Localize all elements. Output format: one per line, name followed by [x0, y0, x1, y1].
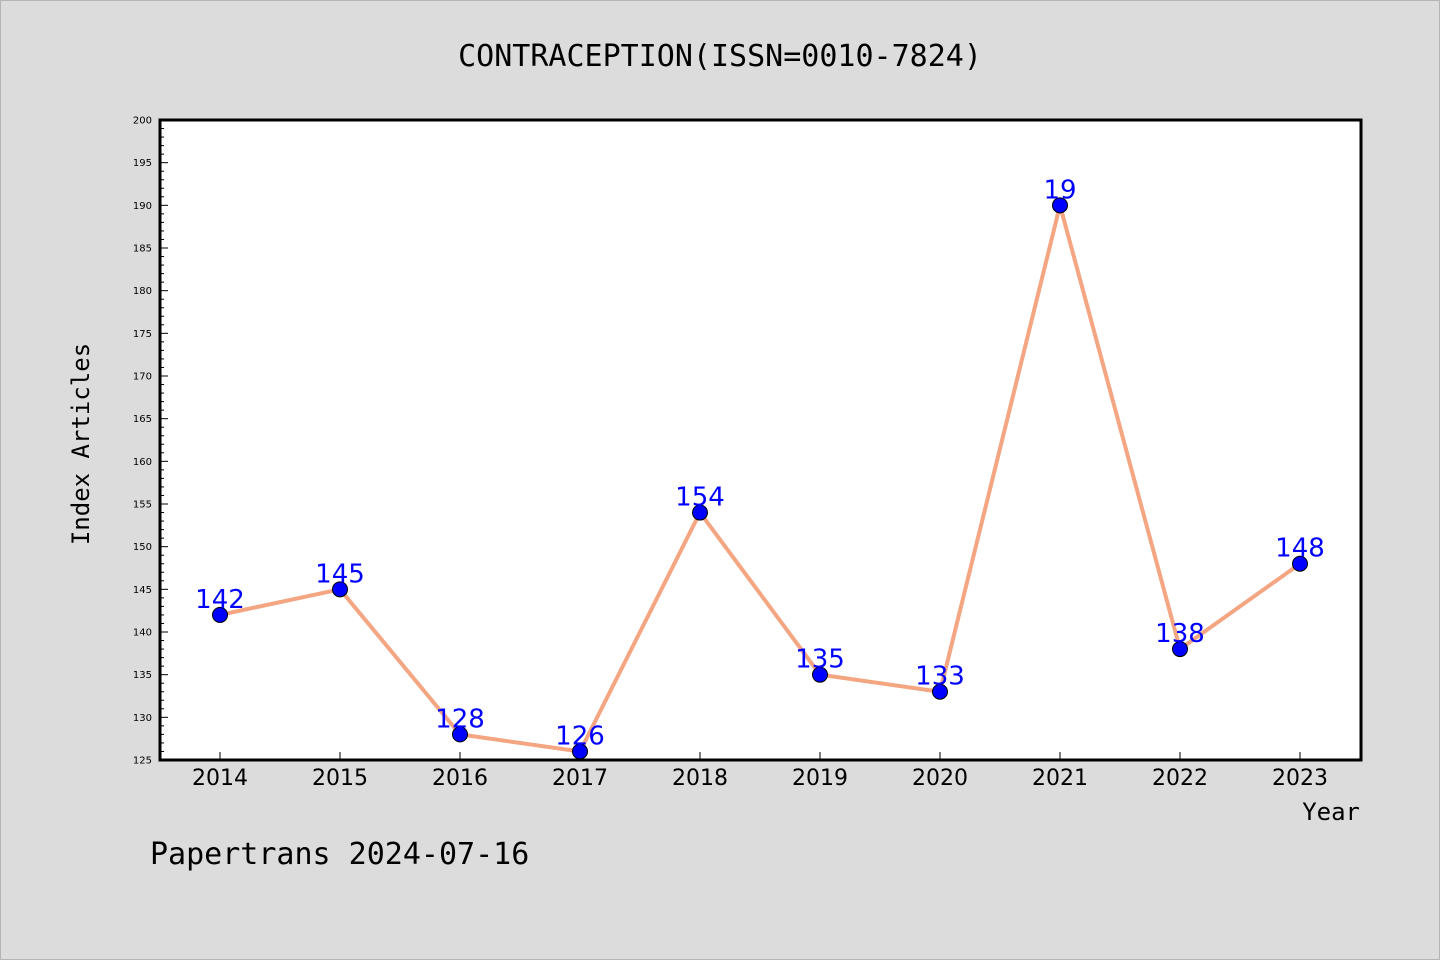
x-axis-title: Year [1302, 798, 1360, 826]
y-tick-label: 185 [133, 244, 152, 255]
data-label: 142 [195, 585, 245, 615]
data-point [572, 743, 588, 760]
y-tick-label: 140 [133, 628, 152, 639]
x-tick-label: 2015 [312, 766, 368, 791]
data-label: 135 [795, 645, 845, 675]
x-tick-label: 2019 [792, 766, 848, 791]
footer-credit: Papertrans 2024-07-16 [150, 837, 529, 872]
data-labels: 142 145 128 126 154 135 133 19 138 148 [195, 175, 1325, 751]
x-tick-label: 2016 [432, 766, 488, 791]
x-tick-label: 2023 [1272, 766, 1328, 791]
x-tick-label: 2018 [672, 766, 728, 791]
y-tick-label: 160 [133, 457, 152, 468]
y-tick-label: 195 [133, 158, 152, 169]
y-tick-label: 155 [133, 500, 152, 511]
data-point [452, 726, 468, 743]
data-label: 126 [555, 721, 605, 751]
x-tick-label: 2020 [912, 766, 968, 791]
y-axis-title: Index Articles [67, 343, 95, 545]
y-tick-label: 170 [133, 372, 152, 383]
x-tick-label: 2014 [192, 766, 248, 791]
data-point [212, 606, 228, 623]
data-point [332, 581, 348, 598]
data-label: 148 [1275, 534, 1325, 564]
data-point [692, 504, 708, 521]
data-label: 138 [1155, 619, 1205, 649]
data-label: 154 [675, 483, 725, 513]
x-tick-label: 2022 [1152, 766, 1208, 791]
chart-title: CONTRACEPTION(ISSN=0010-7824) [458, 39, 982, 74]
data-point [1052, 197, 1068, 214]
data-point [1292, 555, 1308, 572]
data-point [812, 666, 828, 683]
y-tick-label: 175 [133, 329, 152, 340]
y-tick-label: 125 [133, 756, 152, 767]
x-tick-label: 2017 [552, 766, 608, 791]
data-label: 133 [915, 662, 965, 692]
data-point [1172, 641, 1188, 658]
data-label: 145 [315, 559, 365, 589]
plot-area [158, 118, 1363, 762]
series-markers [212, 197, 1308, 760]
y-axis: 125 130 135 140 145 150 155 160 165 170 175 180 185 1… [133, 116, 168, 767]
series-line [219, 203, 1302, 754]
data-label: 128 [435, 704, 485, 734]
y-tick-label: 130 [133, 713, 152, 724]
y-tick-label: 145 [133, 585, 152, 596]
y-tick-label: 135 [133, 670, 152, 681]
series-polyline [219, 203, 1302, 754]
y-tick-label: 180 [133, 286, 152, 297]
data-label: 19 [1043, 175, 1076, 205]
x-axis: 2014 2015 2016 2017 2018 2019 2020 2021 2022 2023 [192, 752, 1328, 791]
y-tick-label: 150 [133, 542, 152, 553]
y-tick-label: 165 [133, 414, 152, 425]
data-point [932, 683, 948, 700]
x-tick-label: 2021 [1032, 766, 1088, 791]
y-tick-label: 190 [133, 201, 152, 212]
y-tick-label: 200 [133, 116, 152, 127]
